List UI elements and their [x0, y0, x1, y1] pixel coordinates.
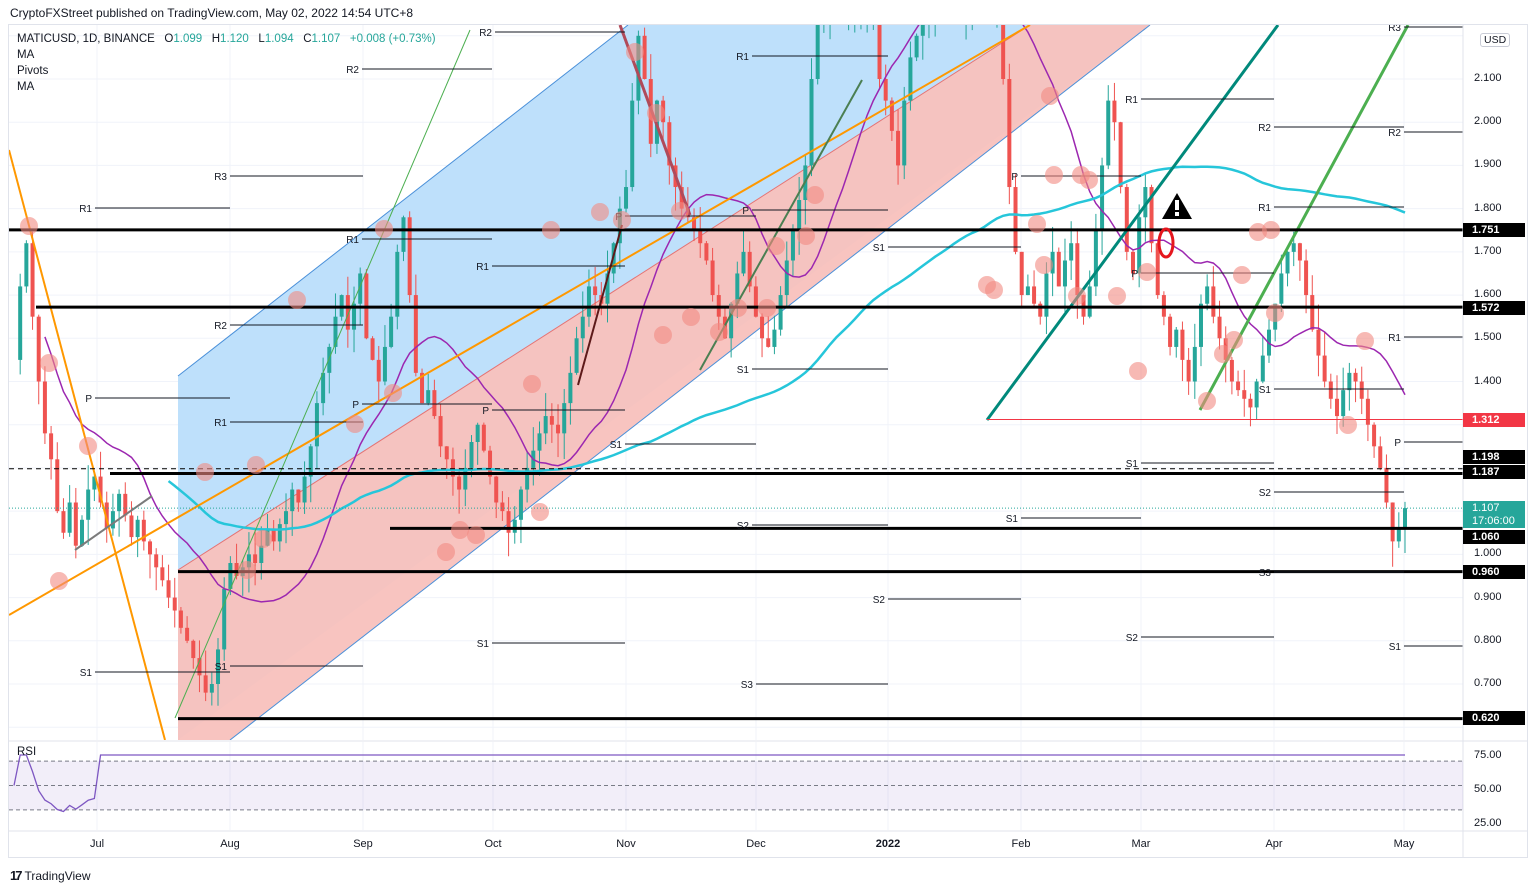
level-tag-0-960: 0.960: [1463, 565, 1525, 579]
svg-text:P: P: [742, 206, 749, 217]
rsi-tick: 25.00: [1474, 817, 1502, 829]
time-tick: Sep: [353, 838, 373, 850]
tradingview-mark-icon: 17: [10, 868, 23, 883]
level-tag-1-198: 1.198: [1463, 450, 1525, 464]
svg-text:R2: R2: [346, 65, 359, 76]
svg-text:R2: R2: [1258, 123, 1271, 134]
change-value: +0.008 (+0.73%): [349, 33, 436, 45]
tradingview-logo[interactable]: 17 TradingView: [10, 868, 91, 883]
svg-text:R1: R1: [736, 52, 749, 63]
warning-icon: [1161, 192, 1193, 225]
svg-text:P: P: [1131, 269, 1138, 280]
price-tick: 2.000: [1474, 115, 1502, 128]
svg-text:P: P: [85, 394, 92, 405]
price-tick: 1.500: [1474, 331, 1502, 344]
price-tick: 1.400: [1474, 374, 1502, 387]
price-tick: 1.600: [1474, 288, 1502, 301]
level-tag-1-751: 1.751: [1463, 223, 1525, 237]
svg-text:R1: R1: [1125, 95, 1138, 106]
svg-text:S2: S2: [1126, 633, 1139, 644]
svg-text:S1: S1: [737, 365, 750, 376]
time-tick: Aug: [220, 838, 240, 850]
svg-text:R1: R1: [214, 418, 227, 429]
last-price-tag: 1.107 17:06:00: [1463, 501, 1525, 528]
time-tick: May: [1393, 838, 1415, 850]
close-value: 1.107: [311, 33, 341, 45]
svg-text:S1: S1: [610, 440, 623, 451]
svg-text:R1: R1: [79, 204, 92, 215]
price-tick: 0.700: [1474, 677, 1502, 689]
time-tick: Oct: [484, 838, 502, 850]
svg-text:S2: S2: [737, 521, 750, 532]
level-tag-1-312: 1.312: [1463, 413, 1525, 427]
svg-text:S1: S1: [215, 662, 228, 673]
time-tick: 2022: [875, 838, 901, 850]
price-tick: 1.700: [1474, 244, 1502, 257]
published-info: CryptoFXStreet published on TradingView.…: [10, 6, 414, 20]
time-tick: Apr: [1265, 838, 1283, 850]
symbol-label[interactable]: MATICUSD, 1D, BINANCE: [17, 33, 155, 45]
indicator-ma-2[interactable]: MA: [17, 81, 35, 93]
svg-text:S1: S1: [1259, 385, 1272, 396]
svg-text:P: P: [352, 400, 359, 411]
svg-text:P: P: [482, 406, 489, 417]
svg-text:S1: S1: [1006, 514, 1019, 525]
svg-text:S1: S1: [1126, 459, 1139, 470]
svg-text:R3: R3: [214, 172, 227, 183]
svg-text:P: P: [1011, 172, 1018, 183]
time-tick: Mar: [1131, 838, 1151, 850]
time-tick: Nov: [616, 838, 636, 850]
price-tick: 0.900: [1474, 590, 1502, 603]
price-tick: 0.800: [1474, 633, 1502, 646]
price-tick: 1.900: [1474, 158, 1502, 171]
indicator-ma-1[interactable]: MA: [17, 49, 35, 61]
time-tick: Jul: [89, 838, 105, 850]
svg-text:S1: S1: [477, 639, 490, 650]
level-tag-1-187: 1.187: [1463, 465, 1525, 479]
svg-text:R1: R1: [1388, 333, 1401, 344]
svg-text:R2: R2: [214, 321, 227, 332]
chart-legend: MATICUSD, 1D, BINANCE O1.099 H1.120 L1.0…: [17, 31, 436, 95]
price-tick: 1.800: [1474, 201, 1502, 214]
price-tick: 2.100: [1474, 72, 1502, 84]
currency-button[interactable]: USD: [1480, 33, 1511, 47]
svg-text:R2: R2: [1388, 128, 1401, 139]
level-tag-1-060: 1.060: [1463, 530, 1525, 544]
time-tick: Feb: [1011, 838, 1031, 850]
level-tag-1-572: 1.572: [1463, 301, 1525, 315]
time-tick: Dec: [746, 838, 766, 850]
open-value: 1.099: [173, 33, 203, 45]
level-tag-0-620: 0.620: [1463, 711, 1525, 725]
rsi-tick: 75.00: [1474, 749, 1502, 761]
svg-text:S1: S1: [1389, 642, 1402, 653]
svg-text:S3: S3: [741, 680, 754, 691]
indicator-pivots[interactable]: Pivots: [17, 65, 49, 77]
svg-text:R1: R1: [346, 235, 359, 246]
svg-text:S3: S3: [1259, 568, 1272, 579]
svg-text:R2: R2: [479, 28, 492, 39]
svg-text:S1: S1: [873, 243, 886, 254]
ohlc-row[interactable]: MATICUSD, 1D, BINANCE O1.099 H1.120 L1.0…: [17, 33, 436, 45]
svg-text:R1: R1: [1258, 203, 1271, 214]
rsi-title[interactable]: RSI: [17, 746, 37, 758]
price-tick: 1.000: [1474, 547, 1502, 560]
svg-text:S2: S2: [1259, 488, 1272, 499]
low-value: 1.094: [264, 33, 294, 45]
high-value: 1.120: [220, 33, 249, 45]
tradingview-brand: TradingView: [24, 868, 91, 883]
svg-text:R3: R3: [1388, 23, 1401, 34]
svg-text:R1: R1: [476, 262, 489, 273]
rsi-tick: 50.00: [1474, 783, 1502, 795]
svg-text:S1: S1: [80, 668, 93, 679]
svg-text:P: P: [1394, 438, 1401, 449]
chart-frame[interactable]: [8, 24, 1528, 858]
svg-text:S2: S2: [873, 595, 886, 606]
